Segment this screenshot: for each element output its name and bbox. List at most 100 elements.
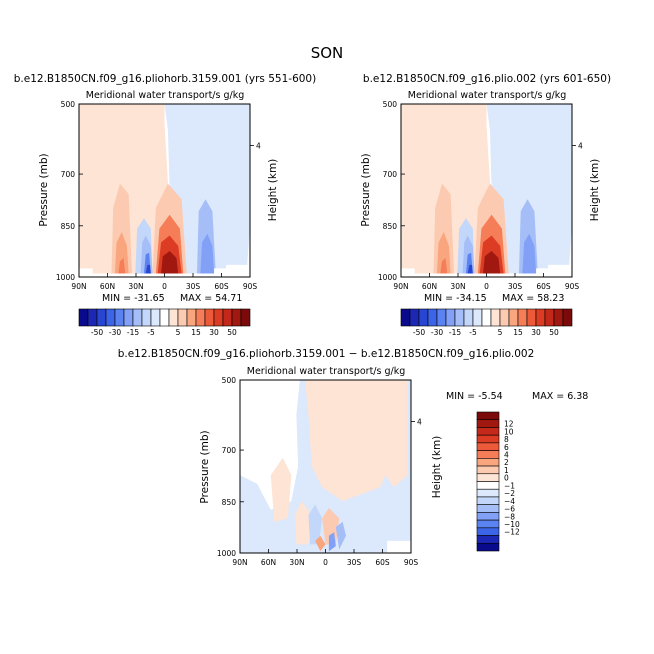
panel-2-max-label: MAX = 58.23: [502, 293, 564, 304]
contour-region: [328, 532, 336, 552]
colorbar-label: -30: [431, 328, 443, 337]
colorbar-swatch: [159, 308, 170, 327]
contour-region: [118, 258, 126, 274]
contour-region: [440, 258, 448, 274]
panel-2-subtitle: Meridional water transport/s g/kg: [408, 90, 567, 101]
colorbar-swatch: [472, 308, 483, 327]
contour-region: [536, 264, 572, 277]
colorbar-label: 50: [227, 328, 237, 337]
y-tick-label: 850: [383, 222, 398, 231]
colorbar-swatch: [517, 308, 528, 327]
colorbar-swatch: [132, 308, 143, 327]
colorbar-label: -5: [469, 328, 477, 337]
colorbar-label: −1: [504, 481, 515, 490]
colorbar-label: 50: [549, 328, 559, 337]
x-tick-label: 60S: [214, 282, 229, 291]
x-tick-label: 90S: [243, 282, 258, 291]
panel-2-x-ticks: 90N 60N 30N 0 30S 60S 90S: [393, 273, 579, 291]
contour-region: [305, 380, 408, 502]
contour-region: [164, 104, 250, 274]
colorbar-swatch: [105, 308, 116, 327]
colorbar-swatch: [476, 481, 500, 490]
y-tick-label: 700: [61, 170, 76, 179]
colorbar-label: −6: [504, 505, 515, 514]
contour-region: [387, 540, 411, 553]
right-tick-label: 4: [417, 418, 422, 427]
colorbar-label: −4: [504, 497, 515, 506]
colorbar-label: 15: [191, 328, 201, 337]
colorbar-swatch: [409, 308, 420, 327]
figure-title: SON: [311, 44, 344, 62]
contour-region: [401, 268, 415, 277]
x-tick-label: 30N: [128, 282, 143, 291]
y-tick-label: 1000: [217, 549, 236, 558]
y-tick-label: 1000: [378, 273, 397, 282]
panel-3-contour-regions: [240, 380, 411, 553]
right-tick-label: 4: [256, 142, 261, 151]
x-tick-label: 90N: [393, 282, 408, 291]
panel-1-x-ticks: 90N 60N 30N 0 30S 60S 90S: [71, 273, 257, 291]
x-tick-label: 90S: [565, 282, 580, 291]
x-tick-label: 0: [162, 282, 167, 291]
panel-1-title: b.e12.B1850CN.f09_g16.pliohorb.3159.001 …: [14, 73, 316, 85]
colorbar-swatch: [476, 512, 500, 521]
colorbar-swatch: [562, 308, 573, 327]
colorbar-swatch: [400, 308, 411, 327]
colorbar-label: 0: [504, 474, 509, 483]
colorbar-swatch: [490, 308, 501, 327]
colorbar-swatch: [141, 308, 152, 327]
contour-region: [114, 232, 129, 274]
contour-region: [436, 232, 451, 274]
colorbar-label: 30: [209, 328, 219, 337]
colorbar-label: 5: [498, 328, 503, 337]
y-tick-label: 500: [222, 376, 237, 385]
colorbar-swatch: [463, 308, 474, 327]
contour-region: [322, 508, 340, 545]
colorbar-label: −10: [504, 520, 520, 529]
colorbar-swatch: [476, 488, 500, 498]
panel-2-plot-area: [400, 103, 573, 278]
colorbar-swatch: [476, 450, 500, 459]
panel-1-max-label: MAX = 54.71: [180, 293, 242, 304]
colorbar-swatch: [544, 308, 555, 327]
colorbar-swatch: [476, 527, 500, 536]
colorbar-swatch: [476, 542, 500, 552]
panel-1-right-ticks: 4: [250, 142, 261, 151]
colorbar-swatch: [87, 308, 98, 327]
colorbar-swatch: [123, 308, 134, 327]
colorbar-swatch: [476, 442, 500, 451]
colorbar-swatch: [499, 308, 510, 327]
contour-region: [214, 264, 250, 277]
colorbar-swatch: [553, 308, 564, 327]
colorbar-label: 30: [531, 328, 541, 337]
colorbar-swatch: [114, 308, 125, 327]
colorbar-label: −8: [504, 512, 515, 521]
x-tick-label: 30N: [450, 282, 465, 291]
colorbar-swatch: [526, 308, 537, 327]
panel-3-subtitle: Meridional water transport/s g/kg: [247, 366, 406, 377]
panel-3-title: b.e12.B1850CN.f09_g16.pliohorb.3159.001 …: [118, 348, 535, 360]
colorbar-swatch: [476, 496, 500, 505]
contour-region: [145, 264, 151, 274]
x-tick-label: 60S: [375, 558, 390, 567]
panel-1-subtitle: Meridional water transport/s g/kg: [86, 90, 245, 101]
y-tick-label: 500: [61, 100, 76, 109]
panel-2-ylabel: Pressure (mb): [360, 153, 372, 226]
panel-2-ylabel-right: Height (km): [589, 159, 601, 222]
colorbar-label: 10: [504, 427, 514, 436]
colorbar-swatch: [177, 308, 188, 327]
contour-region: [161, 251, 179, 274]
colorbar-swatch: [445, 308, 456, 327]
colorbar-label: 6: [504, 443, 509, 452]
colorbar-swatch: [508, 308, 519, 327]
panel-2: b.e12.B1850CN.f09_g16.plio.002 (yrs 601-…: [360, 73, 611, 337]
colorbar-label: 2: [504, 458, 509, 467]
panel-3-min-label: MIN = -5.54: [446, 391, 503, 402]
panel-3-ylabel: Pressure (mb): [199, 430, 211, 503]
panel-1-ylabel-right: Height (km): [267, 159, 279, 222]
colorbar-swatch: [78, 308, 89, 327]
colorbar-label: −12: [504, 528, 520, 537]
panel-2-title: b.e12.B1850CN.f09_g16.plio.002 (yrs 601-…: [363, 73, 611, 85]
